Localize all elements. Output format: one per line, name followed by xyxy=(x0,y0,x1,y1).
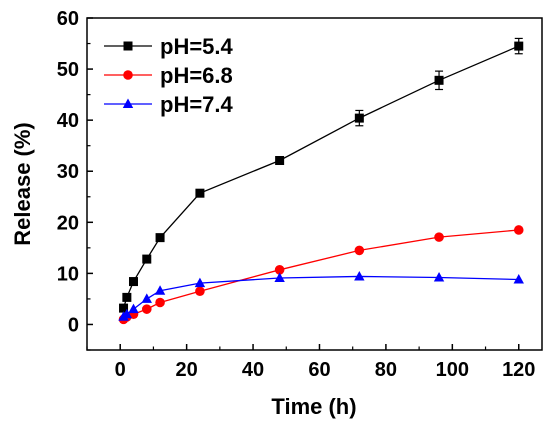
data-point xyxy=(154,285,166,295)
x-tick-label: 100 xyxy=(436,359,469,381)
data-point xyxy=(195,188,205,198)
series-line xyxy=(122,45,520,309)
legend-marker xyxy=(123,70,133,80)
legend: pH=5.4 pH=6.8 pH=7.4 xyxy=(104,34,234,117)
y-tick-label: 10 xyxy=(57,263,79,285)
data-point xyxy=(274,272,285,282)
data-point xyxy=(354,270,365,281)
data-point xyxy=(433,271,445,282)
data-point xyxy=(121,308,133,319)
plot-frame xyxy=(86,17,543,351)
x-tick-label: 120 xyxy=(502,359,535,381)
data-point xyxy=(513,274,524,284)
data-point xyxy=(142,254,152,264)
data-point xyxy=(513,225,524,235)
data-point xyxy=(275,156,285,166)
legend-label: pH=6.8 xyxy=(160,63,233,88)
series-line xyxy=(123,229,519,320)
legend-marker xyxy=(123,41,133,51)
data-point xyxy=(195,286,205,297)
x-tick-label: 20 xyxy=(176,359,198,381)
data-point xyxy=(354,245,365,256)
data-point xyxy=(128,303,139,314)
y-tick-label: 30 xyxy=(57,161,79,183)
y-tick-label: 20 xyxy=(57,212,79,234)
legend-label: pH=5.4 xyxy=(160,34,234,59)
x-axis-title: Time (h) xyxy=(271,394,356,419)
y-tick-label: 60 xyxy=(57,8,79,30)
data-point xyxy=(141,293,152,303)
y-axis: 0 10 20 30 40 50 60 xyxy=(57,8,93,351)
data-point xyxy=(128,277,138,287)
y-tick-label: 0 xyxy=(68,314,79,336)
series-ph-6-8 xyxy=(118,225,524,325)
data-point xyxy=(155,297,165,308)
x-axis: 0 20 40 60 80 100 120 xyxy=(86,344,535,381)
x-tick-label: 0 xyxy=(115,359,126,381)
data-point xyxy=(122,292,132,302)
data-point xyxy=(434,232,444,242)
data-point xyxy=(354,113,364,123)
series-layer xyxy=(118,37,524,325)
x-tick-label: 40 xyxy=(242,359,264,381)
legend-marker xyxy=(122,98,134,108)
y-tick-label: 50 xyxy=(57,59,79,81)
data-point xyxy=(274,265,285,275)
data-point xyxy=(434,75,444,85)
y-axis-title: Release (%) xyxy=(10,122,35,246)
data-point xyxy=(194,277,206,288)
y-tick-label: 40 xyxy=(57,110,79,132)
legend-label: pH=7.4 xyxy=(160,92,234,117)
x-tick-label: 80 xyxy=(375,359,397,381)
data-point xyxy=(119,303,129,313)
data-point xyxy=(155,233,165,243)
series-ph-5-4 xyxy=(119,37,524,313)
x-tick-label: 60 xyxy=(308,359,330,381)
data-point xyxy=(514,41,524,51)
series-ph-7-4 xyxy=(118,270,524,321)
data-point xyxy=(141,304,152,314)
